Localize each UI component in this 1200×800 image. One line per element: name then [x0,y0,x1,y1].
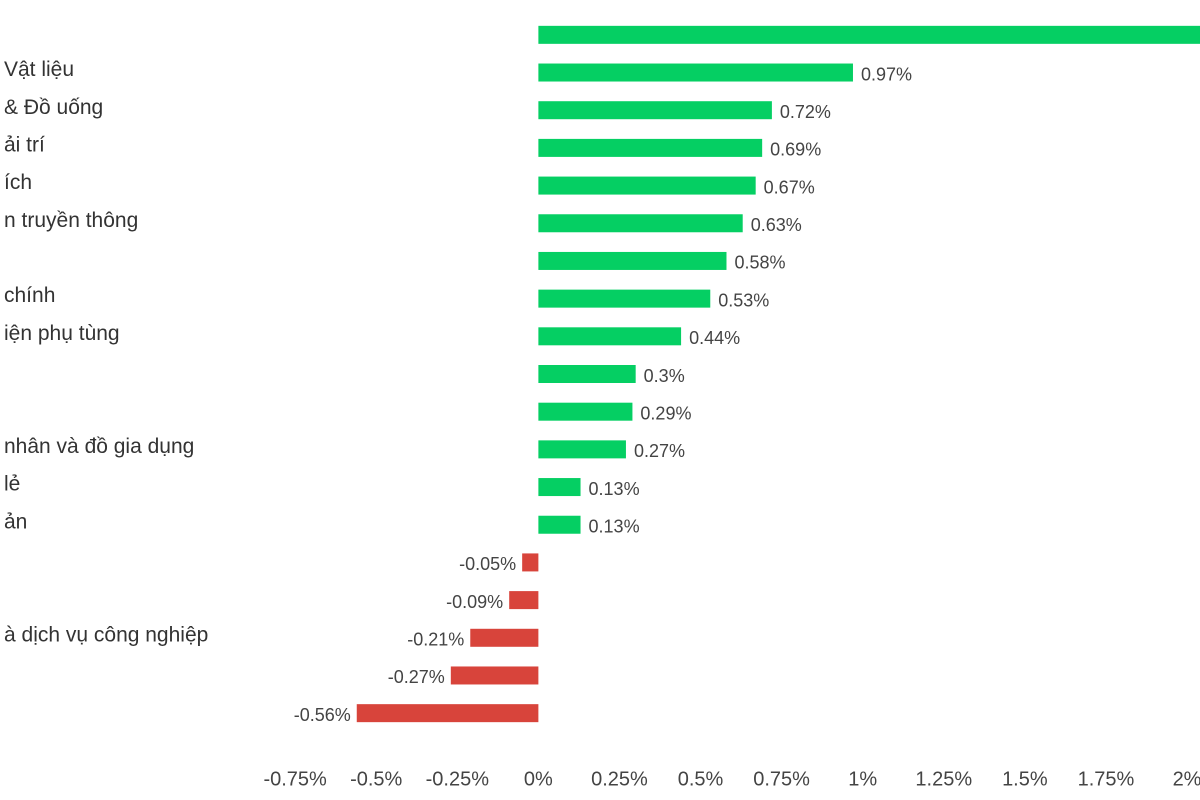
bar [538,101,772,120]
bar [538,478,581,497]
value-label: 0.29% [640,403,691,423]
category-label: chính [4,284,55,307]
value-label: -0.05% [459,554,516,574]
value-label: 0.97% [861,64,912,84]
x-tick-label: 0.25% [591,768,648,790]
value-label: 0.63% [751,215,802,235]
value-label: 0.13% [589,479,640,499]
bar [509,591,539,610]
category-label: ải trí [4,133,45,156]
category-label: nhân và đồ gia dụng [4,435,194,458]
bar [538,327,682,346]
category-label: iện phụ tùng [4,322,120,345]
bar [538,63,853,82]
bar [538,440,626,459]
x-tick-label: 0.5% [678,768,724,790]
value-label: 0.67% [764,177,815,197]
bar [356,704,539,723]
x-tick-label: -0.25% [426,768,490,790]
category-label: n truyền thông [4,209,138,232]
bar [470,628,539,647]
bar [522,553,539,572]
x-tick-label: 0.75% [753,768,810,790]
value-label: -0.09% [446,592,503,612]
bar [450,666,539,685]
bar [538,214,743,233]
category-label: à dịch vụ công nghiệp [4,623,208,646]
value-label: -0.27% [388,667,445,687]
bar [538,251,727,270]
value-label: 0.3% [644,366,685,386]
x-tick-label: 2% [1173,768,1200,790]
value-label: 0.44% [689,328,740,348]
bar [538,402,633,421]
value-label: -0.56% [294,705,351,725]
bar [538,176,756,195]
x-tick-label: 1.5% [1002,768,1048,790]
bar [538,365,636,383]
x-tick-label: 1% [848,768,877,790]
value-label: 0.13% [589,516,640,536]
value-label: 0.53% [718,290,769,310]
bar [538,515,581,534]
value-label: 0.72% [780,102,831,122]
value-label: 0.69% [770,140,821,160]
category-label: lẻ [4,473,20,496]
x-tick-label: -0.75% [263,768,327,790]
category-label: ản [4,510,27,533]
x-tick-label: 1.75% [1078,768,1135,790]
x-tick-label: 0% [524,768,553,790]
category-label: & Đồ uống [4,96,103,119]
value-label: 0.58% [734,253,785,273]
bar [538,138,763,157]
value-label: -0.21% [407,630,464,650]
value-label: 0.27% [634,441,685,461]
category-label: ích [4,171,32,194]
x-tick-label: 1.25% [915,768,972,790]
x-tick-label: -0.5% [350,768,402,790]
category-label: Vật liệu [4,58,74,81]
bar [538,25,1200,44]
bar [538,289,711,308]
